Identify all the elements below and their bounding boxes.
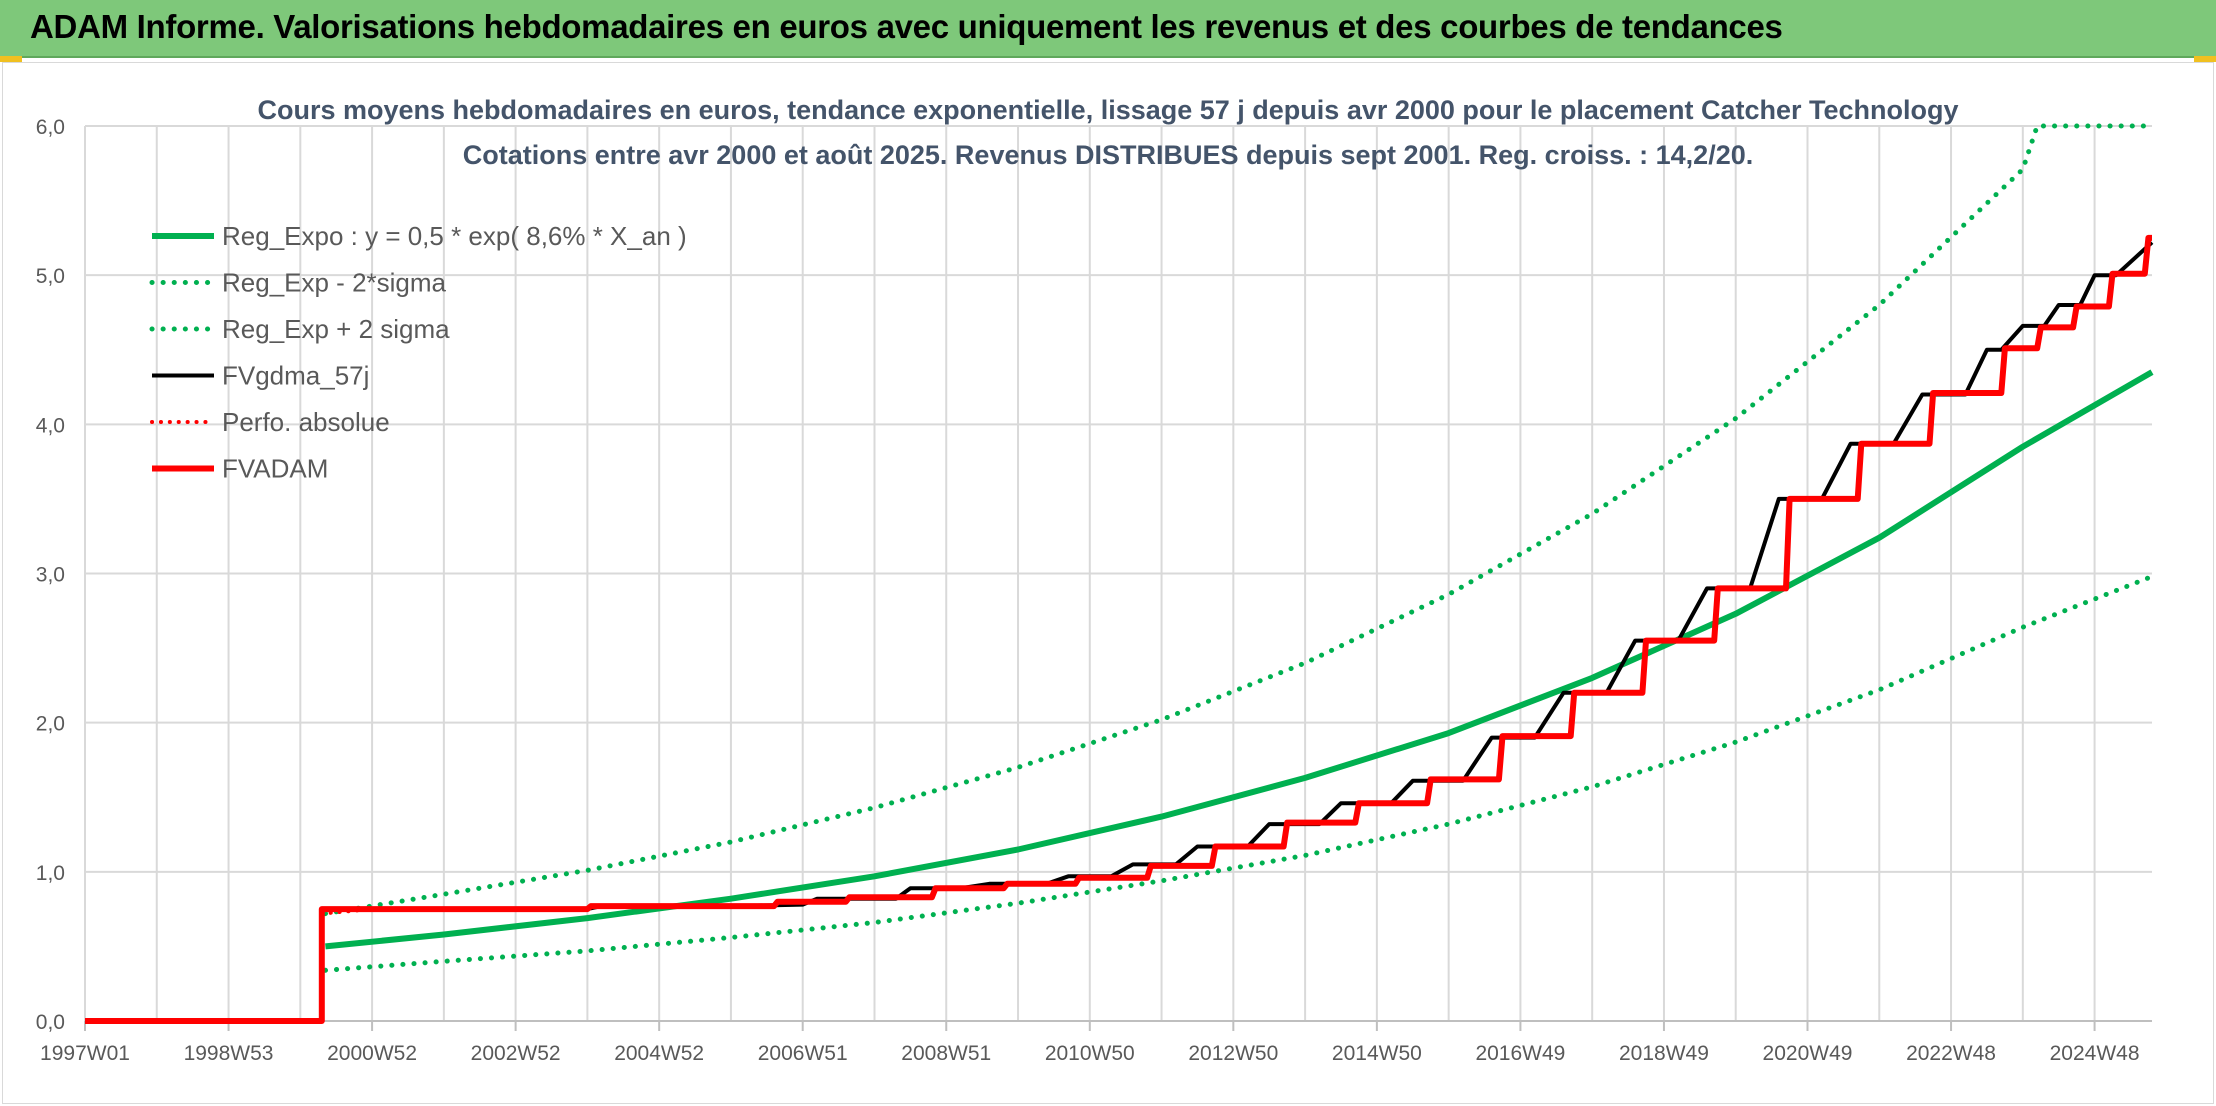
x-tick-label: 2012W50	[1188, 1042, 1278, 1065]
x-tick-label: 2006W51	[758, 1042, 848, 1065]
report-banner: ADAM Informe. Valorisations hebdomadaire…	[0, 0, 2216, 58]
banner-accent-left	[0, 56, 22, 62]
x-axis-ticks: 1997W01 1998W53 2000W52 2002W52 2004W52 2006W…	[40, 1021, 2140, 1065]
grid	[84, 125, 2152, 1022]
legend-label: Perfo. absolue	[222, 407, 390, 437]
y-tick-label: 6,0	[36, 116, 65, 139]
legend-label: FVADAM	[222, 454, 328, 484]
legend: Reg_Expo : y = 0,5 * exp( 8,6% * X_an ) R…	[149, 221, 687, 484]
legend-label: Reg_Exp - 2*sigma	[222, 268, 447, 298]
series-line-1	[322, 574, 2155, 973]
y-tick-label: 4,0	[36, 414, 65, 437]
chart-frame	[2, 62, 2214, 1104]
legend-label: FVgdma_57j	[222, 361, 369, 391]
x-tick-label: 2008W51	[901, 1042, 991, 1065]
y-tick-label: 1,0	[36, 862, 65, 885]
x-tick-label: 2014W50	[1332, 1042, 1422, 1065]
x-tick-label: 1998W53	[184, 1042, 274, 1065]
report-title: ADAM Informe. Valorisations hebdomadaire…	[30, 8, 1783, 45]
x-tick-label: 2016W49	[1475, 1042, 1565, 1065]
series-line-5	[85, 234, 2152, 1024]
banner-accent-right	[2194, 56, 2216, 62]
x-tick-label: 2024W48	[2050, 1042, 2140, 1065]
y-tick-label: 0,0	[36, 1011, 65, 1034]
x-tick-label: 2010W50	[1045, 1042, 1135, 1065]
series-line-3	[85, 240, 2154, 1023]
legend-label: Reg_Expo : y = 0,5 * exp( 8,6% * X_an )	[222, 221, 687, 251]
legend-label: Reg_Exp + 2 sigma	[222, 314, 450, 344]
x-tick-label: 2000W52	[327, 1042, 417, 1065]
x-tick-label: 2004W52	[614, 1042, 704, 1065]
chart-title: Cours moyens hebdomadaires en euros, ten…	[257, 95, 1958, 125]
series-layer	[85, 123, 2155, 1024]
series-line-0	[325, 369, 2154, 950]
x-tick-label: 2022W48	[1906, 1042, 1996, 1065]
x-tick-label: 2018W49	[1619, 1042, 1709, 1065]
y-axis-ticks: 0,0 1,0 2,0 3,0 4,0 5,0 6,0	[36, 116, 65, 1034]
y-tick-label: 3,0	[36, 564, 65, 587]
chart-subtitle: Cotations entre avr 2000 et août 2025. R…	[463, 140, 1754, 170]
y-tick-label: 2,0	[36, 713, 65, 736]
x-tick-label: 1997W01	[40, 1042, 130, 1065]
y-tick-label: 5,0	[36, 265, 65, 288]
x-tick-label: 2020W49	[1763, 1042, 1853, 1065]
x-tick-label: 2002W52	[471, 1042, 561, 1065]
